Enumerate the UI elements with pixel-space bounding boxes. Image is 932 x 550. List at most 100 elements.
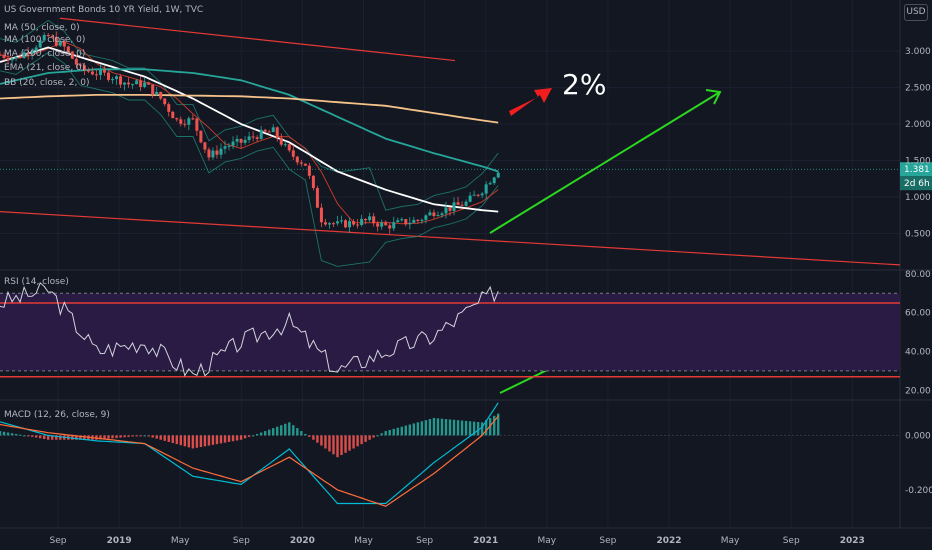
- macd-histogram-bar: [51, 435, 54, 440]
- candle-body: [62, 41, 66, 47]
- macd-histogram-bar: [300, 431, 303, 436]
- macd-histogram-bar: [492, 415, 496, 436]
- time-tick-label: 2019: [107, 536, 132, 546]
- macd-histogram-bar: [468, 421, 472, 436]
- candle-body: [271, 127, 275, 133]
- candle-body: [376, 223, 380, 227]
- macd-histogram-bar: [336, 435, 339, 458]
- candle-body: [94, 74, 98, 76]
- candle-body: [66, 46, 70, 52]
- macd-histogram-bar: [147, 435, 150, 437]
- macd-histogram-bar: [267, 429, 271, 436]
- candle-body: [251, 136, 255, 138]
- candle-body: [70, 51, 74, 59]
- candle-body: [380, 222, 384, 227]
- legend-macd[interactable]: MACD (12, 26, close, 9): [4, 410, 110, 420]
- last-price-tag: [900, 162, 932, 177]
- macd-histogram-bar: [432, 417, 436, 436]
- legend-ma200[interactable]: MA (200, close, 0): [4, 49, 86, 59]
- time-tick-label: 2020: [290, 536, 315, 546]
- macd-histogram-bar: [484, 420, 488, 436]
- candle-body: [368, 216, 372, 221]
- macd-histogram-bar: [464, 420, 468, 436]
- macd-histogram-bar: [412, 423, 416, 436]
- candle-body: [340, 220, 344, 222]
- candle-body: [58, 41, 62, 46]
- candle-body: [119, 76, 123, 85]
- candle-body: [259, 129, 263, 139]
- candle-body: [167, 104, 171, 112]
- candle-body: [263, 129, 267, 132]
- macd-histogram-bar: [135, 435, 138, 437]
- candle-body: [90, 71, 94, 75]
- bollinger-upper-line: [0, 19, 499, 211]
- time-tick-label: 2023: [840, 536, 865, 546]
- macd-histogram-bar: [332, 435, 335, 455]
- macd-histogram-bar: [163, 435, 166, 441]
- macd-histogram-bar: [428, 419, 432, 436]
- macd-histogram-bar: [231, 435, 235, 442]
- time-tick-label: May: [537, 536, 556, 546]
- macd-histogram-bar: [119, 435, 122, 438]
- ma100-line: [0, 68, 499, 173]
- projection-arrow-price: [489, 91, 721, 234]
- ma50-line: [0, 46, 499, 213]
- projection-arrowhead-price: [705, 89, 722, 105]
- rsi-tick-label: 60.00: [905, 309, 931, 319]
- macd-histogram-bar: [75, 435, 78, 440]
- macd-histogram-bar: [280, 425, 283, 436]
- legend-ma50[interactable]: MA (50, close, 0): [4, 23, 80, 33]
- time-tick-label: May: [171, 536, 190, 546]
- macd-histogram-bar: [26, 435, 30, 437]
- macd-histogram-bar: [380, 433, 383, 436]
- candle-body: [291, 150, 295, 157]
- candle-body: [34, 47, 38, 51]
- candle-body: [54, 36, 58, 46]
- macd-histogram-bar: [384, 431, 387, 436]
- macd-histogram-bar: [243, 435, 247, 439]
- macd-histogram-bar: [460, 420, 464, 436]
- time-tick-label: May: [721, 536, 740, 546]
- macd-histogram-bar: [2, 431, 6, 436]
- legend-ma100[interactable]: MA (100, close, 0): [4, 35, 86, 45]
- macd-histogram-bar: [456, 420, 460, 436]
- macd-histogram-bar: [107, 435, 110, 439]
- legend-rsi[interactable]: RSI (14, close): [4, 277, 69, 287]
- candle-body: [231, 141, 235, 146]
- candle-body: [26, 52, 30, 55]
- macd-histogram-bar: [22, 435, 26, 437]
- candle-body: [30, 50, 34, 55]
- macd-histogram-bar: [272, 428, 275, 436]
- macd-histogram-bar: [448, 419, 452, 436]
- legend-ema21[interactable]: EMA (21, close, 0): [4, 63, 86, 73]
- legend-bb[interactable]: BB (20, close, 2, 0): [4, 78, 90, 88]
- candle-body: [303, 163, 307, 166]
- candle-body: [6, 57, 10, 61]
- currency-badge[interactable]: USD: [904, 4, 928, 21]
- macd-histogram-bar: [255, 433, 259, 436]
- candle-body: [331, 223, 335, 225]
- candle-body: [10, 58, 14, 61]
- candle-body: [207, 149, 211, 158]
- countdown-tag: [900, 176, 932, 191]
- candle-body: [239, 138, 243, 143]
- candle-body: [424, 215, 428, 220]
- candle-body: [440, 213, 444, 216]
- candle-body: [456, 202, 460, 205]
- macd-tick-label: -0.200: [905, 486, 932, 496]
- candle-body: [311, 175, 315, 189]
- candle-body: [275, 127, 279, 138]
- candle-body: [476, 194, 480, 196]
- macd-histogram-bar: [284, 423, 287, 436]
- macd-histogram-bar: [59, 435, 62, 440]
- macd-histogram-bar: [316, 435, 319, 443]
- candle-body: [299, 162, 303, 164]
- candle-body: [131, 84, 135, 86]
- candle-body: [404, 219, 408, 225]
- macd-histogram-bar: [328, 435, 331, 452]
- macd-histogram-bar: [444, 419, 448, 436]
- candle-body: [496, 172, 500, 178]
- candle-body: [127, 82, 131, 85]
- macd-histogram-bar: [392, 428, 395, 436]
